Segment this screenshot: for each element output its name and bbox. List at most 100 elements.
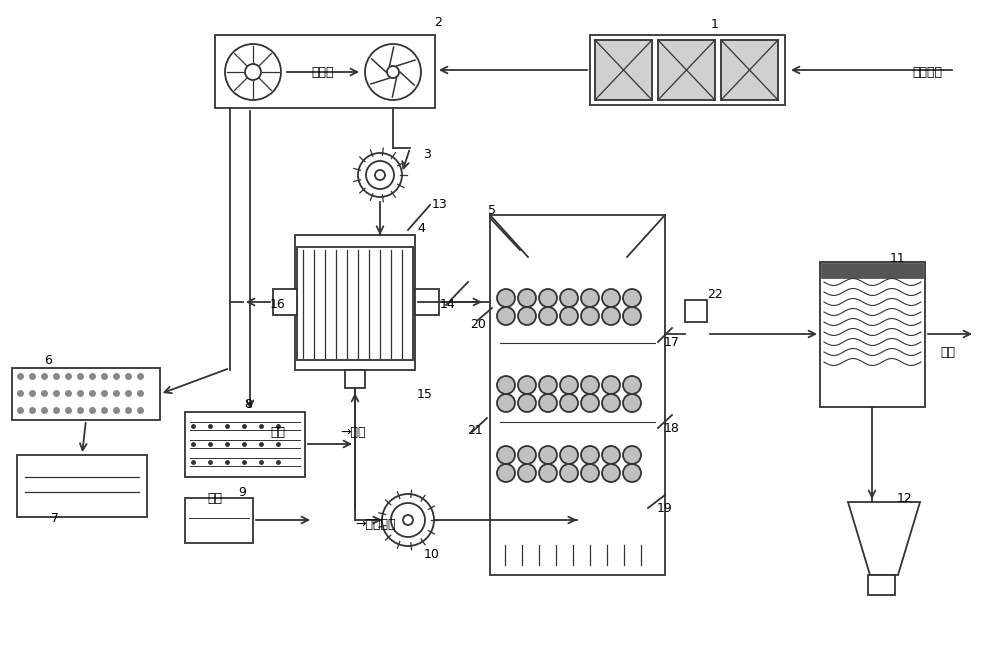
Bar (820, 262, 925, 407)
Circle shape (539, 464, 557, 482)
Text: 4: 4 (417, 222, 425, 235)
Bar (295, 235, 415, 370)
Circle shape (375, 170, 385, 180)
Circle shape (225, 44, 281, 100)
Bar (658, 40, 715, 100)
Text: 15: 15 (417, 389, 433, 402)
Text: 纯盐: 纯盐 (270, 426, 286, 439)
Bar (12, 368, 160, 420)
Circle shape (560, 289, 578, 307)
Text: 17: 17 (664, 336, 680, 349)
Circle shape (539, 307, 557, 325)
Circle shape (581, 464, 599, 482)
Text: 大气: 大气 (940, 346, 955, 359)
Circle shape (497, 307, 515, 325)
Text: 9: 9 (238, 486, 246, 499)
Circle shape (365, 44, 421, 100)
Circle shape (382, 494, 434, 546)
Bar (345, 370, 365, 388)
Text: 10: 10 (424, 548, 440, 561)
Text: 19: 19 (657, 501, 673, 514)
Text: 1: 1 (711, 18, 719, 31)
Bar (595, 40, 652, 100)
Circle shape (497, 289, 515, 307)
Circle shape (602, 446, 620, 464)
Circle shape (560, 446, 578, 464)
Circle shape (518, 394, 536, 412)
Circle shape (387, 66, 399, 78)
Text: 22: 22 (707, 288, 723, 301)
Circle shape (518, 376, 536, 394)
Circle shape (560, 394, 578, 412)
Circle shape (581, 289, 599, 307)
Bar (415, 289, 439, 315)
Bar (721, 40, 778, 100)
Circle shape (497, 464, 515, 482)
Bar (273, 289, 297, 315)
Polygon shape (848, 502, 920, 575)
Circle shape (560, 376, 578, 394)
Bar (297, 247, 413, 360)
Circle shape (623, 307, 641, 325)
Text: 14: 14 (440, 299, 456, 312)
Circle shape (602, 464, 620, 482)
Text: 5: 5 (488, 203, 496, 216)
Text: 13: 13 (432, 198, 448, 211)
Text: 高难废水: 高难废水 (912, 65, 942, 78)
Text: 2: 2 (434, 16, 442, 29)
Text: 杂盐: 杂盐 (208, 492, 222, 505)
Circle shape (518, 289, 536, 307)
Bar (185, 412, 305, 477)
Circle shape (623, 464, 641, 482)
Circle shape (581, 307, 599, 325)
Text: 12: 12 (897, 492, 913, 505)
Bar (822, 264, 923, 278)
Circle shape (623, 446, 641, 464)
Text: 机械能: 机械能 (312, 65, 334, 78)
Text: 8: 8 (244, 398, 252, 411)
Circle shape (358, 153, 402, 197)
Bar (590, 35, 785, 105)
Bar (185, 498, 253, 543)
Circle shape (403, 515, 413, 525)
Circle shape (518, 307, 536, 325)
Text: 20: 20 (470, 318, 486, 331)
Circle shape (623, 376, 641, 394)
Text: 3: 3 (423, 149, 431, 162)
Text: →微晶玻璃: →微晶玻璃 (355, 518, 396, 531)
Circle shape (623, 394, 641, 412)
Text: 6: 6 (44, 353, 52, 366)
Circle shape (539, 446, 557, 464)
Circle shape (602, 307, 620, 325)
Circle shape (560, 307, 578, 325)
Circle shape (581, 376, 599, 394)
Text: 16: 16 (270, 299, 286, 312)
Circle shape (366, 161, 394, 189)
Bar (215, 35, 435, 108)
Bar (685, 300, 707, 322)
Circle shape (518, 446, 536, 464)
Bar (490, 215, 665, 575)
Circle shape (602, 376, 620, 394)
Circle shape (245, 64, 261, 80)
Circle shape (497, 376, 515, 394)
Bar (17, 455, 147, 517)
Text: 21: 21 (467, 424, 483, 436)
Circle shape (539, 289, 557, 307)
Text: 18: 18 (664, 421, 680, 434)
Text: 11: 11 (890, 252, 906, 265)
Circle shape (518, 464, 536, 482)
Circle shape (497, 394, 515, 412)
Circle shape (581, 394, 599, 412)
Bar (868, 575, 895, 595)
Text: →回收: →回收 (340, 426, 366, 439)
Circle shape (602, 289, 620, 307)
Circle shape (391, 503, 425, 537)
Circle shape (497, 446, 515, 464)
Circle shape (623, 289, 641, 307)
Circle shape (602, 394, 620, 412)
Text: 7: 7 (51, 512, 59, 524)
Circle shape (560, 464, 578, 482)
Circle shape (539, 394, 557, 412)
Circle shape (581, 446, 599, 464)
